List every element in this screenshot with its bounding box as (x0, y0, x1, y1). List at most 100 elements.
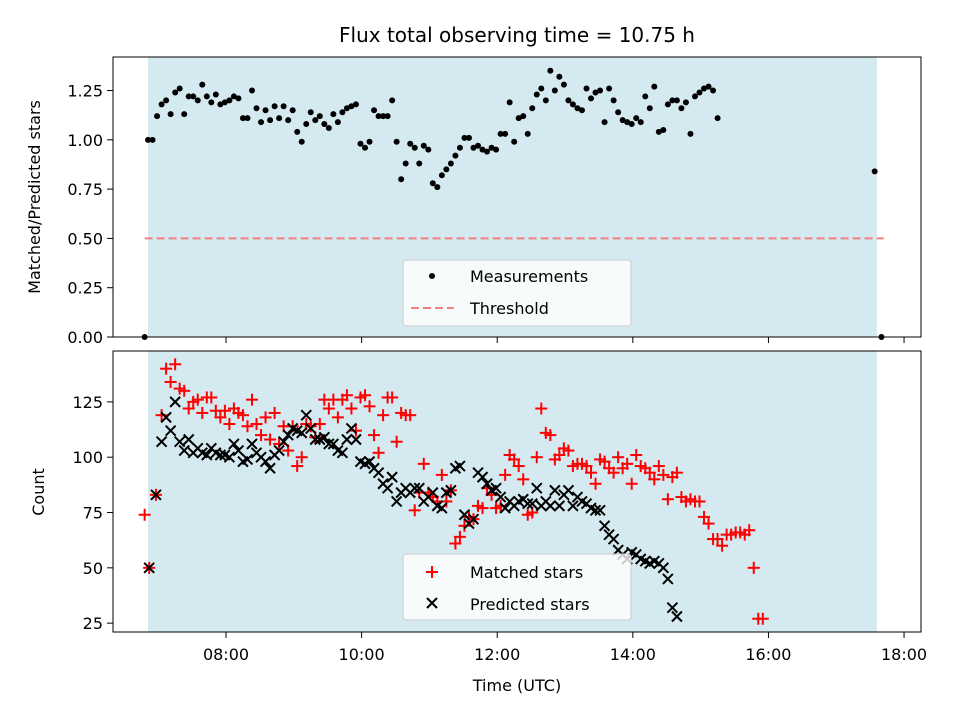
measurement-point (588, 95, 595, 102)
predicted-star-point (160, 411, 172, 424)
measurement-point (217, 101, 224, 108)
matched-star-point (268, 406, 281, 419)
measurement-point (149, 136, 156, 143)
measurement-point (479, 146, 486, 153)
predicted-star-point (309, 433, 321, 446)
measurement-point (565, 97, 572, 104)
measurement-point (253, 105, 260, 112)
measurement-point (362, 144, 369, 151)
measurement-point (470, 144, 477, 151)
measurement-point (267, 117, 274, 124)
matched-star-point (250, 418, 263, 431)
matched-star-point (205, 391, 218, 404)
predicted-star-point (481, 478, 493, 490)
measurement-point (592, 89, 599, 96)
measurement-point (682, 99, 689, 106)
measurement-point (484, 148, 491, 155)
matched-star-point (295, 451, 308, 464)
measurement-point (276, 115, 283, 122)
predicted-star-point (323, 438, 335, 450)
matched-star-point (340, 389, 353, 402)
measurement-point (701, 85, 708, 92)
measurement-point (176, 85, 183, 92)
predicted-star-point (164, 424, 177, 437)
ytick-label-count: 100 (72, 448, 103, 467)
legend-counts: Matched stars Predicted stars (402, 553, 632, 621)
ylabel-count: Count (29, 468, 48, 516)
ytick-label-ratio: 0.75 (67, 180, 103, 199)
measurement-point (597, 87, 604, 94)
measurement-point (167, 111, 174, 118)
matched-star-point (693, 495, 706, 508)
measurement-point (574, 105, 581, 112)
measurement-point (434, 184, 441, 191)
measurement-point (615, 109, 622, 116)
measurement-point (551, 87, 558, 94)
measurement-point (208, 99, 215, 106)
matched-star-point (476, 502, 489, 515)
predicted-star-point (526, 497, 538, 510)
predicted-star-point (228, 438, 240, 450)
ylabel-ratio: Matched/Predicted stars (25, 100, 44, 294)
predicted-star-point (173, 436, 186, 448)
predicted-star-point (549, 484, 561, 497)
measurement-point (628, 121, 635, 128)
predicted-star-point (155, 436, 168, 448)
matched-star-point (214, 411, 227, 424)
measurement-point (307, 109, 314, 116)
measurement-point (520, 113, 527, 120)
matched-star-point (652, 460, 665, 473)
xtick-label: 10:00 (339, 645, 385, 664)
matched-star-point (512, 460, 525, 473)
matched-star-point (625, 477, 638, 490)
measurement-point (235, 95, 242, 102)
measurement-point (375, 113, 382, 120)
predicted-star-point (666, 601, 679, 614)
matched-star-point (331, 411, 344, 424)
predicted-star-point (531, 482, 543, 494)
measurement-point (154, 113, 161, 120)
predicted-star-point (494, 491, 507, 503)
measurement-point (633, 115, 640, 122)
predicted-star-point (345, 422, 358, 435)
predicted-star-point (232, 444, 245, 457)
measurement-point (506, 99, 513, 106)
measurement-point (289, 107, 296, 114)
measurement-point (710, 87, 717, 94)
measurement-point (871, 168, 878, 175)
predicted-star-point (143, 562, 155, 574)
measurement-point (714, 115, 721, 122)
matched-star-point (598, 455, 611, 468)
measurement-point (230, 93, 237, 100)
matched-star-point (169, 358, 182, 371)
matched-star-point (236, 409, 249, 422)
matched-star-point (223, 418, 236, 431)
predicted-star-point (214, 449, 227, 461)
predicted-star-point (413, 482, 425, 494)
matched-star-point (191, 393, 204, 406)
measurement-point (660, 126, 667, 133)
predicted-star-point (671, 610, 683, 623)
measurement-point (389, 97, 396, 104)
matched-star-point (264, 433, 277, 446)
matched-star-point (585, 466, 598, 479)
predicted-star-point (372, 466, 385, 479)
matched-star-point (273, 437, 286, 450)
ytick-label-ratio: 1.00 (67, 131, 103, 150)
measurement-point (696, 89, 703, 96)
matched-star-point (453, 530, 466, 543)
predicted-star-point (436, 502, 448, 514)
measurement-point (280, 103, 287, 110)
predicted-star-point (499, 502, 511, 514)
matched-star-point (138, 508, 151, 521)
measurement-point (172, 89, 179, 96)
measurement-point (384, 113, 391, 120)
measurement-point (569, 101, 576, 108)
matched-star-point (747, 561, 760, 574)
measurement-point (330, 111, 337, 118)
measurement-point (312, 117, 319, 124)
predicted-star-point (300, 409, 312, 421)
measurement-point (443, 166, 450, 173)
panel-ratio: 0.00 0.25 0.50 0.75 1.00 1.25 Matched/Predict… (25, 56, 922, 347)
